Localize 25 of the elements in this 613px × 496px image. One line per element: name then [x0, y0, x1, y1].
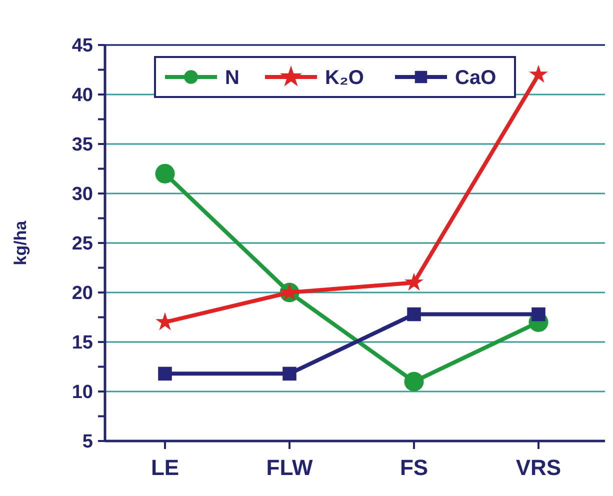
point	[158, 366, 172, 381]
legend-label: N	[225, 67, 240, 89]
y-tick-label: 45	[72, 36, 94, 57]
y-tick-label: 30	[72, 184, 93, 206]
legend-label: CaO	[455, 67, 496, 89]
point	[404, 272, 424, 291]
x-tick-label: VRS	[516, 455, 562, 480]
point	[404, 372, 424, 392]
point	[529, 64, 548, 83]
y-tick-label: 10	[72, 382, 93, 404]
point	[282, 366, 296, 381]
x-tick-label: FS	[400, 455, 428, 480]
legend-label: K₂O	[325, 67, 364, 89]
y-tick-label: 5	[82, 432, 94, 453]
x-tick-label: LE	[150, 455, 180, 480]
y-axis-title: kg/ha	[11, 220, 30, 266]
point	[407, 307, 421, 322]
y-tick-label: 40	[72, 85, 93, 106]
y-tick-label: 35	[72, 134, 94, 156]
y-tick-label: 20	[72, 283, 93, 304]
point	[532, 307, 546, 322]
point	[155, 164, 175, 184]
x-tick-label: FLW	[266, 455, 313, 480]
y-tick-label: 25	[72, 234, 94, 255]
y-tick-label: 15	[72, 332, 94, 354]
